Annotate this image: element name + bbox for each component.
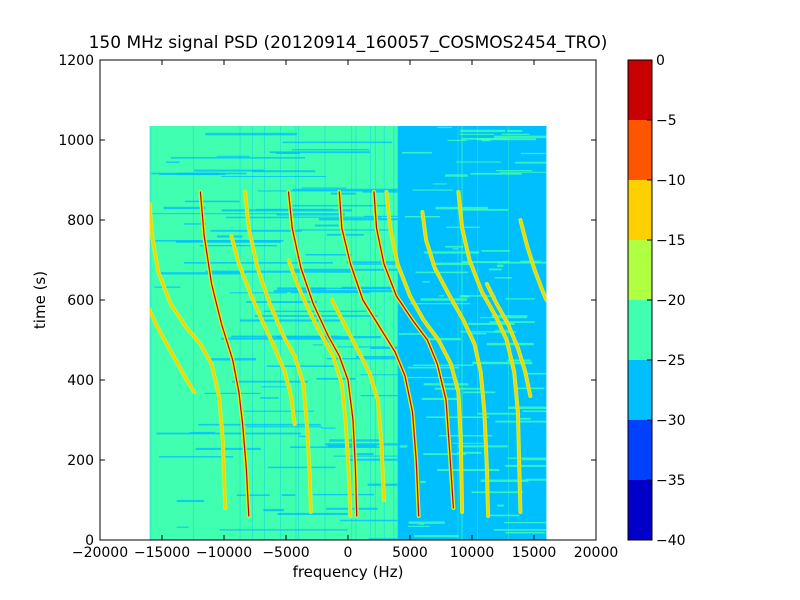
doppler-track-2 bbox=[286, 190, 359, 518]
colorbar-tick-label: 0 bbox=[656, 53, 665, 69]
y-tick-label: 600 bbox=[67, 293, 94, 309]
colorbar: 0 −5 −10 −15 −20 −25 −30 −35 −40 bbox=[627, 53, 686, 549]
x-tick-label: 15000 bbox=[512, 545, 557, 561]
doppler-track-1 bbox=[198, 190, 251, 518]
doppler-track-13 bbox=[518, 218, 547, 302]
doppler-track-5 bbox=[149, 202, 228, 510]
colorbar-tick-label: −20 bbox=[656, 293, 686, 309]
doppler-track-15 bbox=[329, 298, 386, 502]
doppler-track-6 bbox=[149, 308, 197, 394]
colorbar-band bbox=[628, 180, 652, 240]
x-tick-label: −15000 bbox=[134, 545, 190, 561]
heatmap-background bbox=[149, 126, 547, 540]
y-tick-label: 800 bbox=[67, 213, 94, 229]
colorbar-band bbox=[628, 120, 652, 180]
x-tick-label: 5000 bbox=[392, 545, 428, 561]
colorbar-tick-label: −35 bbox=[656, 473, 686, 489]
colorbar-band bbox=[628, 240, 652, 300]
colorbar-tick-label: −40 bbox=[656, 533, 686, 549]
x-tick-label: −10000 bbox=[196, 545, 252, 561]
x-tick-label: 0 bbox=[344, 545, 353, 561]
doppler-track-12 bbox=[456, 190, 523, 514]
doppler-track-11 bbox=[420, 210, 491, 518]
x-axis-ticks: −20000 −15000 −10000 −5000 0 5000 10000 15000 20… bbox=[72, 60, 618, 561]
doppler-tracks bbox=[149, 190, 547, 518]
y-tick-label: 1200 bbox=[58, 53, 94, 69]
colorbar-band bbox=[628, 60, 652, 120]
doppler-track-8 bbox=[229, 234, 297, 426]
colorbar-tick-label: −25 bbox=[656, 353, 686, 369]
x-tick-label: −20000 bbox=[72, 545, 128, 561]
y-axis-label: time (s) bbox=[31, 271, 49, 329]
heatmap-region bbox=[149, 126, 398, 540]
doppler-track-7 bbox=[243, 190, 313, 514]
colorbar-tick-label: −5 bbox=[656, 113, 677, 129]
doppler-track-4 bbox=[372, 190, 456, 510]
colorbar-band bbox=[628, 300, 652, 360]
x-tick-label: −5000 bbox=[262, 545, 309, 561]
x-axis-label: frequency (Hz) bbox=[293, 563, 404, 581]
colorbar-band bbox=[628, 480, 652, 540]
x-tick-label: 10000 bbox=[450, 545, 495, 561]
colorbar-tick-label: −10 bbox=[656, 173, 686, 189]
doppler-track-14 bbox=[484, 282, 533, 398]
plot-area: −20000 −15000 −10000 −5000 0 5000 10000 15000 20… bbox=[58, 53, 618, 561]
colorbar-band bbox=[628, 420, 652, 480]
chart-title: 150 MHz signal PSD (20120914_160057_COSM… bbox=[89, 33, 608, 53]
y-axis-ticks: 0 200 400 600 800 1000 1200 bbox=[58, 53, 596, 549]
y-tick-label: 200 bbox=[67, 453, 94, 469]
doppler-track-3 bbox=[337, 190, 421, 518]
colorbar-tick-label: −30 bbox=[656, 413, 686, 429]
colorbar-tick-label: −15 bbox=[656, 233, 686, 249]
doppler-track-9 bbox=[286, 258, 353, 518]
x-tick-label: 20000 bbox=[574, 545, 619, 561]
doppler-track-10 bbox=[384, 190, 465, 514]
y-tick-label: 400 bbox=[67, 373, 94, 389]
y-tick-label: 0 bbox=[85, 533, 94, 549]
colorbar-band bbox=[628, 360, 652, 420]
y-tick-label: 1000 bbox=[58, 133, 94, 149]
